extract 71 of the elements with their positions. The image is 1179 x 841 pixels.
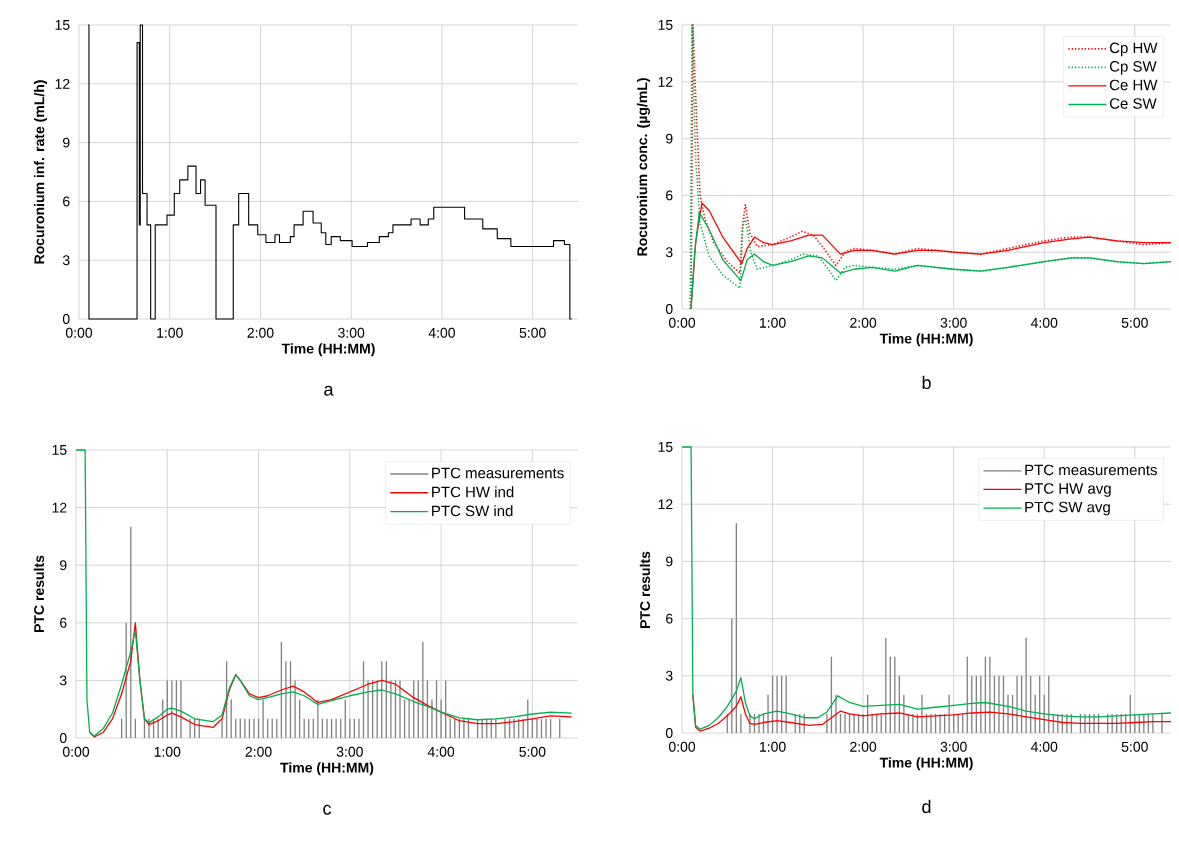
y-axis-title: PTC results <box>33 555 45 632</box>
legend-label: PTC measurements <box>432 467 564 479</box>
legend-label: Cp HW <box>1109 42 1158 57</box>
x-tick-label: 3:00 <box>940 317 967 328</box>
y-tick-label: 12 <box>52 502 67 513</box>
y-tick-label: 12 <box>55 78 70 89</box>
legend-label: Ce HW <box>1109 79 1158 91</box>
x-tick-label: 4:00 <box>1030 741 1058 752</box>
y-axis-title: Rocuronium inf. rate (mL/h) <box>33 80 48 264</box>
x-tick-label: 4:00 <box>428 327 455 338</box>
x-tick-label: 4:00 <box>1030 317 1058 328</box>
x-axis-title: Time (HH:MM) <box>280 762 374 776</box>
y-tick-label: 9 <box>60 560 67 571</box>
x-tick-label: 3:00 <box>338 327 365 338</box>
text: a <box>324 385 334 396</box>
y-tick-label: 12 <box>658 499 673 510</box>
x-axis-title: Time (HH:MM) <box>879 757 973 771</box>
y-tick-label: 3 <box>62 255 70 266</box>
line-series <box>681 446 1172 730</box>
text: d <box>922 799 931 814</box>
legend-label: PTC SW ind <box>432 505 513 517</box>
y-tick-label: 9 <box>666 133 673 144</box>
y-tick-label: 9 <box>63 137 70 148</box>
x-tick-label: 1:00 <box>760 317 786 328</box>
x-tick-label: 1:00 <box>157 327 183 338</box>
x-tick-label: 0:00 <box>668 317 696 328</box>
x-axis-title: Time (HH:MM) <box>281 343 375 357</box>
y-axis-title: PTC results <box>639 551 651 628</box>
y-tick-label: 3 <box>59 675 67 686</box>
y-tick-label: 12 <box>658 76 673 87</box>
x-tick-label: 4:00 <box>427 746 455 757</box>
x-tick-label: 0:00 <box>668 741 696 752</box>
x-tick-label: 2:00 <box>245 746 272 757</box>
legend-label: Ce SW <box>1109 98 1157 109</box>
y-tick-label: 15 <box>52 445 67 455</box>
legend-label: Cp SW <box>1109 61 1157 75</box>
x-tick-label: 2:00 <box>850 741 877 752</box>
x-tick-label: 3:00 <box>336 746 363 757</box>
x-tick-label: 0:00 <box>65 327 93 338</box>
x-axis-title: Time (HH:MM) <box>879 333 973 347</box>
y-tick-label: 15 <box>658 20 673 30</box>
y-tick-label: 6 <box>666 190 673 201</box>
legend-label: PTC HW ind <box>432 486 514 498</box>
legend-label: PTC measurements <box>1025 464 1157 476</box>
text: c <box>323 804 332 815</box>
y-tick-label: 15 <box>658 442 673 452</box>
x-tick-label: 5:00 <box>519 327 546 338</box>
y-tick-label: 3 <box>665 247 673 258</box>
x-tick-label: 3:00 <box>940 741 967 752</box>
y-tick-label: 15 <box>55 20 70 30</box>
y-tick-label: 6 <box>60 617 67 628</box>
y-tick-label: 3 <box>665 670 673 681</box>
x-tick-label: 5:00 <box>1121 741 1148 752</box>
x-tick-label: 5:00 <box>1121 317 1148 328</box>
y-tick-label: 6 <box>666 613 673 624</box>
y-tick-label: 0 <box>665 728 673 738</box>
y-tick-label: 0 <box>62 314 70 324</box>
x-tick-label: 0:00 <box>62 746 90 757</box>
legend-label: PTC HW avg <box>1025 483 1111 497</box>
y-tick-label: 0 <box>665 304 673 314</box>
x-tick-label: 1:00 <box>154 746 181 757</box>
x-tick-label: 1:00 <box>760 741 786 752</box>
legend-label: PTC SW avg <box>1025 501 1110 516</box>
y-tick-label: 6 <box>63 196 70 207</box>
y-axis-title: Rocuronium conc. (µg/mL) <box>636 78 651 256</box>
x-tick-label: 5:00 <box>519 746 546 757</box>
x-tick-label: 2:00 <box>850 317 877 328</box>
x-tick-label: 2:00 <box>247 327 274 338</box>
y-tick-label: 9 <box>666 556 673 567</box>
text: b <box>922 375 931 390</box>
y-tick-label: 0 <box>59 733 67 743</box>
